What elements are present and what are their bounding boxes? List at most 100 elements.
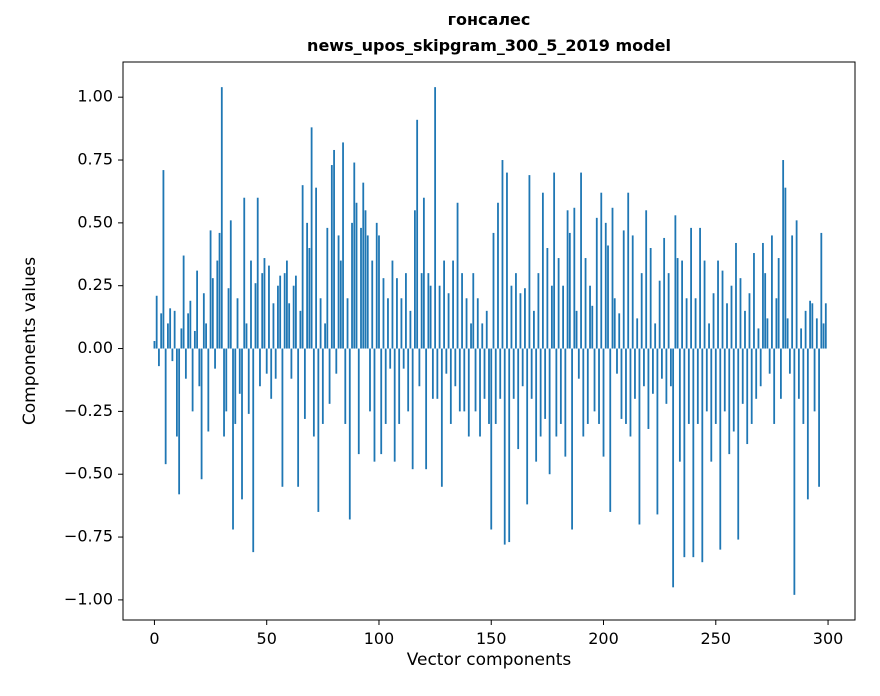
bar bbox=[813, 348, 816, 412]
bar bbox=[479, 348, 481, 437]
bar bbox=[602, 348, 605, 457]
bar bbox=[319, 298, 322, 349]
bar bbox=[470, 323, 472, 349]
bar bbox=[416, 119, 419, 349]
bar bbox=[405, 273, 407, 349]
bar bbox=[773, 348, 776, 424]
y-tick-label: −1.00 bbox=[64, 589, 113, 608]
bar bbox=[584, 258, 587, 349]
bar bbox=[344, 348, 347, 424]
bar bbox=[714, 348, 717, 424]
x-tick-label: 0 bbox=[149, 629, 159, 648]
bar bbox=[492, 232, 495, 349]
bar bbox=[393, 348, 396, 462]
bar bbox=[685, 298, 688, 349]
bar bbox=[564, 348, 567, 457]
bar bbox=[476, 298, 479, 349]
bar bbox=[308, 248, 311, 349]
bar bbox=[795, 220, 798, 349]
bar bbox=[279, 275, 282, 349]
bar bbox=[690, 227, 692, 349]
bar bbox=[804, 310, 807, 349]
bar bbox=[209, 230, 212, 349]
bar bbox=[674, 215, 677, 349]
bar bbox=[508, 348, 511, 543]
bar bbox=[274, 348, 277, 379]
bar bbox=[607, 245, 609, 349]
bar bbox=[656, 348, 659, 515]
bar bbox=[431, 348, 434, 399]
x-axis-label: Vector components bbox=[406, 650, 572, 670]
bar bbox=[571, 348, 573, 530]
bar bbox=[171, 348, 174, 362]
bar bbox=[748, 293, 751, 349]
bar bbox=[687, 348, 690, 424]
bar bbox=[268, 265, 270, 349]
y-tick-label: 1.00 bbox=[77, 87, 113, 106]
y-tick-label: −0.25 bbox=[64, 401, 113, 420]
bar bbox=[629, 348, 632, 437]
bar bbox=[310, 127, 313, 349]
bar bbox=[398, 348, 401, 424]
bar bbox=[739, 278, 742, 349]
bar bbox=[661, 348, 663, 379]
bar bbox=[777, 258, 780, 349]
bar bbox=[499, 348, 502, 399]
bar bbox=[301, 185, 304, 349]
bar bbox=[775, 298, 778, 349]
bar bbox=[611, 207, 614, 349]
bar bbox=[425, 348, 428, 470]
bar bbox=[595, 217, 598, 349]
bar bbox=[187, 313, 190, 349]
bar bbox=[562, 285, 564, 349]
bar bbox=[384, 348, 387, 424]
bar bbox=[407, 348, 410, 412]
bar bbox=[638, 348, 641, 525]
bar bbox=[620, 348, 623, 419]
bar bbox=[696, 348, 699, 424]
bar bbox=[205, 323, 207, 349]
bar bbox=[723, 348, 726, 412]
bar bbox=[245, 323, 248, 349]
bar bbox=[411, 348, 414, 470]
bar bbox=[735, 242, 737, 349]
bar bbox=[568, 232, 571, 349]
bar bbox=[721, 270, 724, 349]
bar bbox=[802, 348, 805, 424]
bar bbox=[593, 348, 596, 412]
bar bbox=[333, 149, 335, 349]
bar bbox=[317, 348, 320, 512]
bar bbox=[784, 187, 787, 349]
bar bbox=[609, 348, 612, 512]
bar bbox=[640, 273, 643, 349]
bar bbox=[445, 348, 448, 374]
bar bbox=[737, 348, 740, 540]
bar bbox=[250, 260, 252, 349]
bar bbox=[178, 348, 181, 495]
bar bbox=[586, 348, 589, 424]
bar bbox=[360, 227, 362, 349]
bar bbox=[339, 260, 342, 349]
bar bbox=[184, 348, 187, 379]
bar bbox=[645, 210, 648, 349]
bar bbox=[362, 182, 365, 349]
bar bbox=[440, 348, 443, 487]
bar bbox=[202, 293, 205, 349]
bar bbox=[456, 202, 459, 349]
bar bbox=[256, 197, 259, 349]
x-tick-label: 50 bbox=[257, 629, 277, 648]
bar bbox=[577, 348, 580, 379]
bar bbox=[824, 303, 827, 349]
bar bbox=[665, 348, 668, 404]
bar bbox=[335, 348, 338, 374]
x-tick-label: 150 bbox=[476, 629, 507, 648]
y-tick-label: −0.75 bbox=[64, 527, 113, 546]
bar bbox=[678, 348, 681, 462]
bar bbox=[270, 348, 273, 399]
bar bbox=[757, 328, 760, 349]
bar bbox=[598, 348, 600, 424]
bar bbox=[252, 348, 255, 553]
bar bbox=[346, 298, 349, 349]
